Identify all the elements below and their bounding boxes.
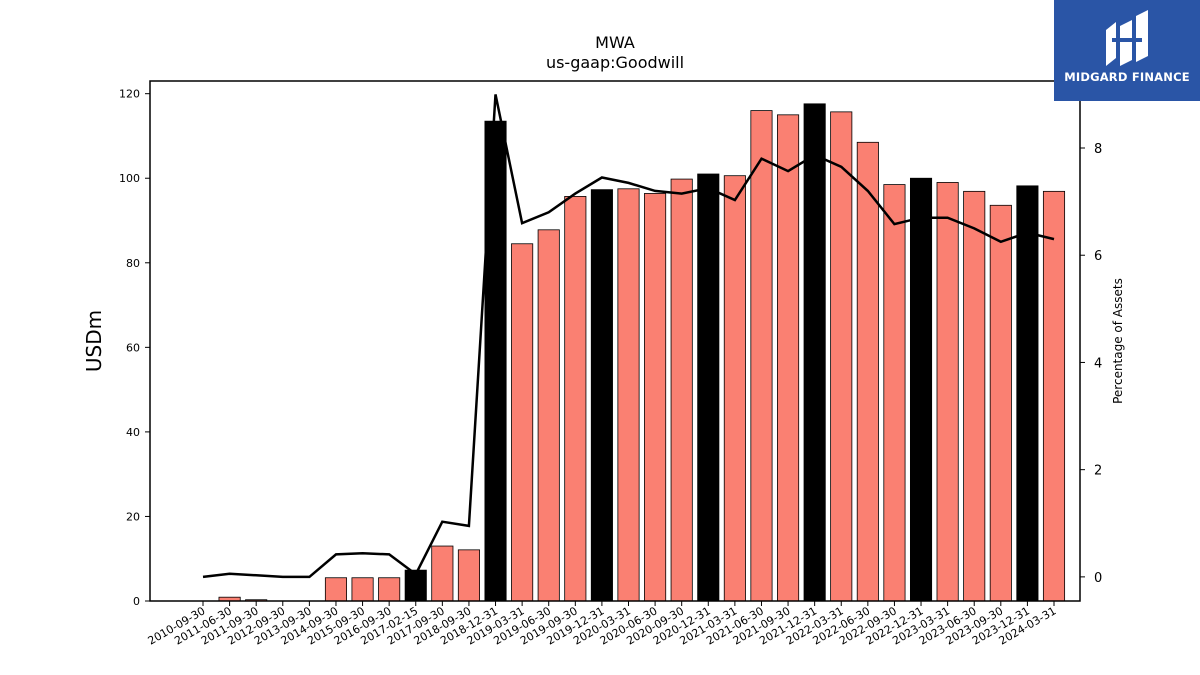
y2-tick-label: 0	[1094, 571, 1102, 586]
chart-subtitle: us-gaap:Goodwill	[546, 53, 684, 72]
y-axis-label: USDm	[82, 310, 106, 372]
y-tick-label: 0	[133, 595, 140, 608]
y-tick-label: 80	[126, 257, 140, 270]
bar	[883, 184, 906, 602]
bar	[537, 229, 560, 602]
bars-layer	[218, 103, 1066, 602]
chart-title: MWA	[595, 33, 635, 52]
y2-tick-label: 6	[1094, 249, 1102, 264]
plot-frame	[149, 80, 1081, 602]
y2-tick-label: 2	[1094, 464, 1102, 479]
bar	[830, 111, 853, 602]
bar	[511, 243, 534, 602]
bar	[936, 182, 959, 602]
logo-text: MIDGARD FINANCE	[1064, 70, 1190, 84]
bar	[564, 196, 587, 602]
series-line	[202, 94, 1055, 579]
bar	[670, 178, 693, 602]
bar	[856, 141, 879, 602]
bar	[378, 577, 401, 602]
bar	[697, 173, 720, 602]
bar	[431, 545, 454, 602]
bar	[324, 577, 348, 602]
bar	[963, 190, 986, 602]
line-layer	[202, 94, 1055, 579]
bar	[484, 120, 507, 602]
midgard-finance-logo-icon	[1106, 10, 1148, 66]
bar	[1042, 190, 1066, 602]
bar	[590, 189, 613, 602]
y-tick-label: 120	[119, 88, 140, 101]
bar	[989, 204, 1012, 602]
bar	[750, 110, 773, 602]
y2-tick-label: 4	[1094, 356, 1102, 371]
y-tick-label: 100	[119, 172, 140, 185]
y2-tick-label: 8	[1094, 142, 1102, 157]
bar	[351, 577, 374, 602]
midgard-finance-logo: MIDGARD FINANCE	[1054, 0, 1200, 101]
y2-axis-label: Percentage of Assets	[1111, 278, 1125, 404]
bar	[457, 549, 480, 602]
y-tick-label: 20	[126, 510, 140, 523]
bar	[723, 175, 746, 602]
bar	[803, 103, 826, 602]
bar	[909, 177, 933, 602]
bar	[617, 188, 640, 602]
bar	[1016, 185, 1039, 602]
y-tick-label: 60	[126, 341, 140, 354]
bar	[777, 114, 800, 602]
y-tick-label: 40	[126, 426, 140, 439]
bar	[644, 193, 667, 602]
